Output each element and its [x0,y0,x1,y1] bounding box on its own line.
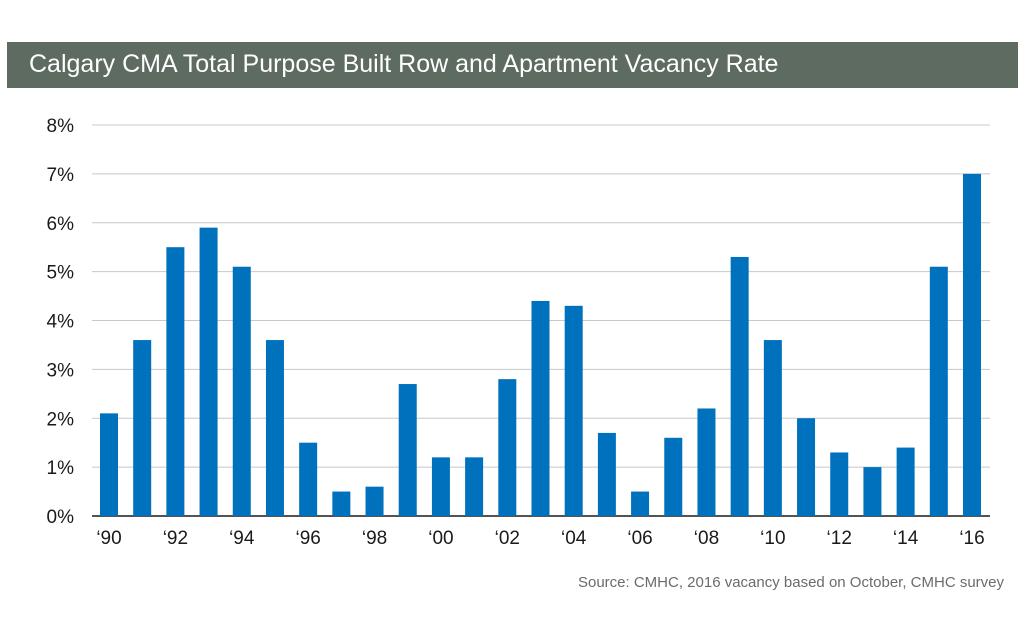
bar-1996 [299,442,318,516]
bar-2001 [465,457,484,516]
bar-1998 [365,486,384,516]
y-tick-label: 7% [47,165,75,186]
y-tick-label: 6% [47,214,75,235]
y-tick-label: 3% [47,360,75,381]
bar-2005 [597,432,616,516]
x-tick-label: ‘02 [495,528,520,549]
x-tick-label: ‘94 [229,528,255,549]
bar-2011 [797,418,816,516]
y-tick-label: 4% [47,312,75,333]
bar-2010 [763,340,782,516]
x-tick-label: ‘00 [428,528,453,549]
x-tick-label: ‘16 [959,528,984,549]
title-bar: Calgary CMA Total Purpose Built Row and … [7,42,1018,88]
bar-1992 [166,247,185,516]
y-tick-label: 0% [47,507,75,528]
y-tick-label: 5% [47,263,75,284]
bars [100,173,981,516]
y-tick-label: 2% [47,409,75,430]
bar-2012 [830,452,849,516]
bar-2014 [896,447,915,516]
bar-2003 [531,300,550,516]
source-note: Source: CMHC, 2016 vacancy based on Octo… [577,574,1004,591]
bar-2013 [863,467,882,516]
x-tick-label: ‘90 [96,528,121,549]
y-tick-label: 8% [47,116,75,137]
x-axis-ticks: ‘90 ‘92 ‘94 ‘96 ‘98 ‘00 ‘02 ‘04 ‘06 ‘08 ‘10 ‘12 ‘14 ‘… [96,528,984,549]
bar-2000 [431,457,450,516]
bar-2016 [963,173,981,516]
bar-1997 [332,491,351,516]
y-tick-label: 1% [47,458,75,479]
bar-2015 [929,266,948,516]
x-tick-label: ‘04 [561,528,587,549]
bar-1990 [100,413,118,516]
bar-2002 [498,379,517,516]
x-tick-label: ‘92 [163,528,188,549]
bar-1999 [398,384,417,516]
x-tick-label: ‘98 [362,528,387,549]
x-tick-label: ‘08 [694,528,719,549]
x-tick-label: ‘06 [627,528,652,549]
bar-2004 [564,305,583,516]
x-tick-label: ‘12 [827,528,852,549]
bar-1991 [133,340,152,516]
bar-1994 [232,266,251,516]
bar-2009 [730,256,749,516]
x-tick-label: ‘96 [295,528,320,549]
bar-2007 [664,437,683,516]
bar-2008 [697,408,716,516]
y-axis-ticks: 0% 1% 2% 3% 4% 5% 6% 7% 8% [47,116,75,528]
bar-1995 [265,340,284,516]
bar-1993 [199,227,218,516]
x-tick-label: ‘14 [893,528,919,549]
bar-2006 [631,491,650,516]
chart-title: Calgary CMA Total Purpose Built Row and … [29,50,779,78]
x-tick-label: ‘10 [760,528,785,549]
